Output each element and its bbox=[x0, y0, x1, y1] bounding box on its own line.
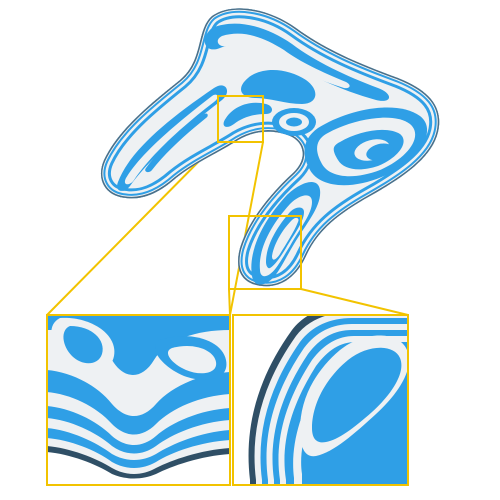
highlight-box-saddle bbox=[217, 95, 264, 143]
main-surface bbox=[100, 8, 440, 287]
highlight-box-tip bbox=[228, 215, 302, 290]
callout-saddle bbox=[46, 314, 231, 486]
callout-tip bbox=[232, 314, 409, 486]
connector-lines bbox=[46, 141, 409, 316]
